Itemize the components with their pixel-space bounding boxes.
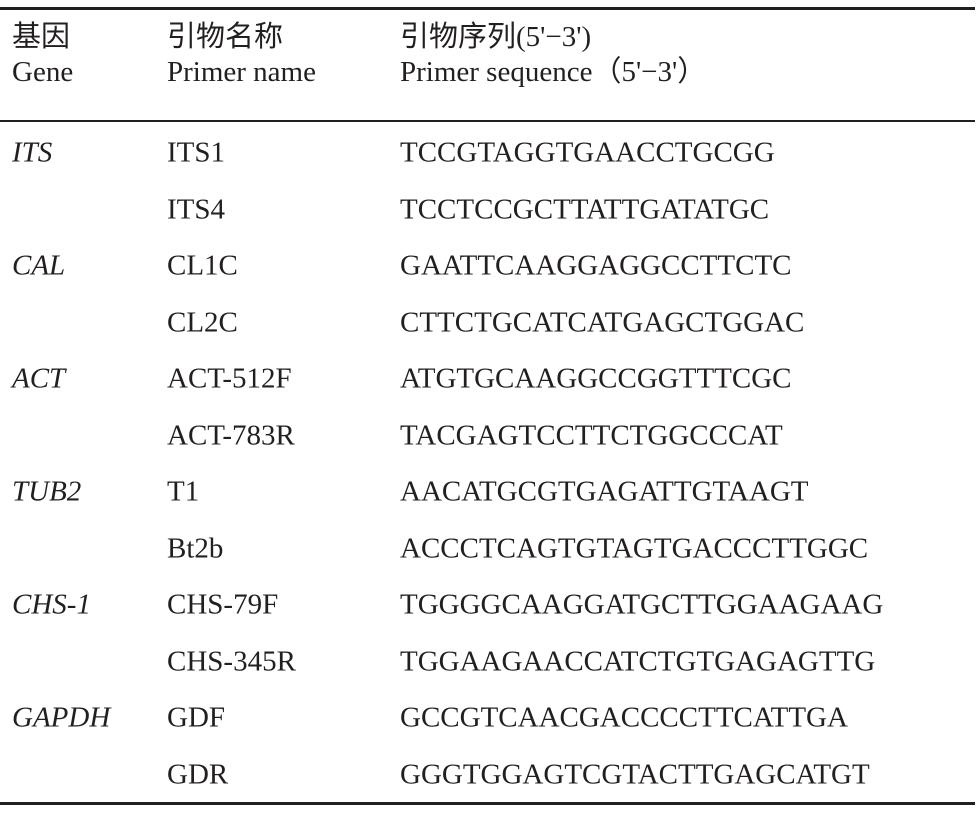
table-row: GDR GGGTGGAGTCGTACTTGAGCATGT: [0, 747, 979, 804]
table-row: TUB2 T1 AACATGCGTGAGATTGTAAGT: [0, 464, 979, 521]
primer-name-cell: GDF: [167, 701, 226, 734]
sequence-cell: ATGTGCAAGGCCGGTTTCGC: [400, 362, 792, 395]
primer-name-cell: CHS-345R: [167, 645, 296, 678]
sequence-cell: TCCGTAGGTGAACCTGCGG: [400, 136, 775, 169]
table-row: ACT-783R TACGAGTCCTTCTGGCCCAT: [0, 408, 979, 465]
primer-name-cell: GDR: [167, 758, 229, 791]
table-body: ITS ITS1 TCCGTAGGTGAACCTGCGG ITS4 TCCTCCGCTT…: [0, 125, 979, 803]
primer-name-cell: CL2C: [167, 306, 238, 339]
sequence-cell: AACATGCGTGAGATTGTAAGT: [400, 475, 809, 508]
gene-cell: GAPDH: [12, 701, 111, 734]
header-name-en: Primer name: [167, 56, 316, 88]
header-primer-name: 引物名称 Primer name: [167, 20, 316, 90]
sequence-cell: GGGTGGAGTCGTACTTGAGCATGT: [400, 758, 870, 791]
sequence-cell: TGGAAGAACCATCTGTGAGAGTTG: [400, 645, 876, 678]
table-row: ITS4 TCCTCCGCTTATTGATATGC: [0, 182, 979, 239]
gene-cell: ITS: [12, 136, 53, 169]
header-primer-sequence: 引物序列(5'−3') Primer sequence（5'−3'）: [400, 20, 706, 90]
table-row: CHS-345R TGGAAGAACCATCTGTGAGAGTTG: [0, 634, 979, 691]
gene-cell: CAL: [12, 249, 66, 282]
header-gene-cn: 基因: [12, 21, 71, 53]
table-row: ACT ACT-512F ATGTGCAAGGCCGGTTTCGC: [0, 351, 979, 408]
sequence-cell: ACCCTCAGTGTAGTGACCCTTGGC: [400, 532, 869, 565]
top-rule: [0, 7, 975, 10]
table-row: GAPDH GDF GCCGTCAACGACCCCTTCATTGA: [0, 690, 979, 747]
header-rule: [0, 120, 975, 122]
table-row: CHS-1 CHS-79F TGGGGCAAGGATGCTTGGAAGAAG: [0, 577, 979, 634]
sequence-cell: TCCTCCGCTTATTGATATGC: [400, 193, 770, 226]
sequence-cell: GCCGTCAACGACCCCTTCATTGA: [400, 701, 848, 734]
sequence-cell: CTTCTGCATCATGAGCTGGAC: [400, 306, 805, 339]
header-gene-en: Gene: [12, 56, 74, 88]
table-row: ITS ITS1 TCCGTAGGTGAACCTGCGG: [0, 125, 979, 182]
table-row: CAL CL1C GAATTCAAGGAGGCCTTCTC: [0, 238, 979, 295]
primer-name-cell: ITS4: [167, 193, 225, 226]
sequence-cell: TGGGGCAAGGATGCTTGGAAGAAG: [400, 588, 884, 621]
sequence-cell: GAATTCAAGGAGGCCTTCTC: [400, 249, 792, 282]
header-seq-en: Primer sequence（5'−3'）: [400, 56, 707, 88]
table-row: CL2C CTTCTGCATCATGAGCTGGAC: [0, 295, 979, 352]
header-name-cn: 引物名称: [167, 21, 284, 53]
table-row: Bt2b ACCCTCAGTGTAGTGACCCTTGGC: [0, 521, 979, 578]
primer-name-cell: CL1C: [167, 249, 238, 282]
primer-name-cell: ACT-512F: [167, 362, 292, 395]
sequence-cell: TACGAGTCCTTCTGGCCCAT: [400, 419, 783, 452]
header-seq-cn: 引物序列(5'−3'): [400, 21, 592, 53]
gene-cell: ACT: [12, 362, 66, 395]
gene-cell: TUB2: [12, 475, 82, 508]
primer-name-cell: T1: [167, 475, 200, 508]
primer-name-cell: ITS1: [167, 136, 225, 169]
bottom-rule: [0, 802, 975, 805]
gene-cell: CHS-1: [12, 588, 91, 621]
header-gene: 基因 Gene: [12, 20, 73, 90]
primer-name-cell: ACT-783R: [167, 419, 295, 452]
primer-name-cell: Bt2b: [167, 532, 224, 565]
primer-name-cell: CHS-79F: [167, 588, 279, 621]
